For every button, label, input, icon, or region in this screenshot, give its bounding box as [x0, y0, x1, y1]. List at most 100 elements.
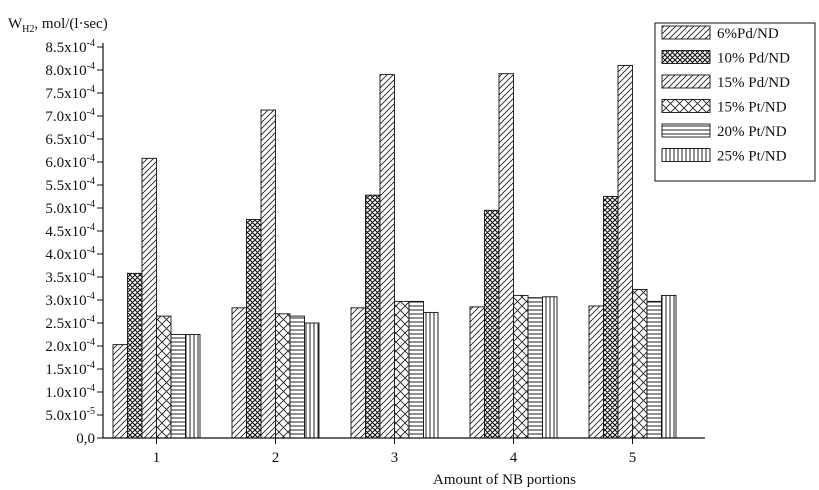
y-tick-label: 2.5x10-4	[45, 314, 95, 332]
y-tick-mantissa: 6.5x10	[45, 132, 86, 148]
x-tick-label: 3	[391, 450, 399, 466]
bar-1-series-2	[127, 272, 143, 439]
bar-5-series-2	[603, 196, 619, 439]
bar-3-series-1	[350, 307, 366, 439]
y-tick-exponent: -4	[87, 222, 95, 233]
y-tick-mantissa: 6.0x10	[45, 155, 86, 171]
y-tick-label: 0,0	[76, 431, 95, 447]
y-axis-title-subscript: H2	[22, 24, 34, 35]
y-tick-exponent: -4	[87, 291, 95, 302]
bars-group	[112, 64, 677, 439]
y-tick-exponent: -4	[87, 176, 95, 187]
bar-5-series-4	[632, 288, 648, 439]
y-tick-label: 3.5x10-4	[45, 268, 95, 286]
y-tick-label: 1.5x10-4	[45, 360, 95, 378]
legend-label: 25% Pt/ND	[717, 149, 787, 165]
bar-1-series-4	[156, 315, 172, 439]
y-tick-exponent: -4	[87, 383, 95, 394]
legend-items: 6%Pd/ND 10% Pd/ND 15% Pd/ND 15% Pt/ND 20% Pt…	[661, 25, 790, 165]
y-tick-exponent: -4	[87, 337, 95, 348]
y-tick-label: 8.5x10-4	[45, 38, 95, 56]
bar-3-series-4	[394, 300, 410, 439]
legend-swatch	[661, 74, 711, 89]
bar-4-series-4	[513, 294, 529, 439]
y-tick-label: 7.5x10-4	[45, 84, 95, 102]
legend-swatch	[661, 148, 711, 162]
x-axis-ticks: 1 2 3 4 5	[153, 438, 637, 466]
bar-5-series-5	[646, 300, 662, 439]
bar-2-series-4	[275, 313, 291, 439]
bar-2-series-6	[304, 322, 320, 439]
y-axis-title: WH2, mol/(l·sec)	[8, 16, 108, 35]
y-tick-mantissa: 1.0x10	[45, 385, 86, 401]
bar-4-series-2	[484, 209, 500, 439]
legend-swatch	[661, 25, 711, 40]
legend-label: 6%Pd/ND	[717, 26, 779, 42]
y-tick-exponent: -4	[87, 61, 95, 72]
y-tick-exponent: -4	[87, 153, 95, 164]
y-tick-label: 3.0x10-4	[45, 291, 95, 309]
y-tick-mantissa: 7.0x10	[45, 109, 86, 125]
y-axis-ticks: 0,05.0x10-51.0x10-41.5x10-42.0x10-42.5x1…	[45, 38, 103, 447]
bar-4-series-6	[542, 296, 558, 439]
bar-2-series-1	[231, 307, 247, 439]
y-tick-exponent: -4	[87, 314, 95, 325]
y-tick-label: 2.0x10-4	[45, 337, 95, 355]
legend-swatch	[661, 123, 711, 138]
y-tick-exponent: -4	[87, 38, 95, 49]
y-tick-exponent: -5	[87, 406, 95, 417]
y-tick-exponent: -4	[87, 107, 95, 118]
bar-1-series-6	[185, 334, 201, 439]
y-tick-mantissa: 8.0x10	[45, 63, 86, 79]
bar-2-series-3	[260, 109, 276, 439]
y-tick-label: 5.0x10-4	[45, 199, 95, 217]
y-tick-label: 7.0x10-4	[45, 107, 95, 125]
y-tick-mantissa: 2.0x10	[45, 339, 86, 355]
y-tick-exponent: -4	[87, 268, 95, 279]
bar-3-series-3	[379, 74, 395, 439]
x-tick-label: 4	[510, 450, 518, 466]
y-tick-exponent: -4	[87, 130, 95, 141]
bar-1-series-5	[170, 334, 186, 439]
y-tick-label: 4.5x10-4	[45, 222, 95, 240]
y-tick-label: 6.5x10-4	[45, 130, 95, 148]
bar-1-series-1	[112, 344, 128, 439]
y-tick-exponent: -4	[87, 199, 95, 210]
y-tick-exponent: -4	[87, 245, 95, 256]
bar-4-series-1	[469, 306, 485, 439]
bar-5-series-6	[661, 294, 677, 439]
y-tick-mantissa: 3.5x10	[45, 270, 86, 286]
bar-5-series-3	[617, 64, 633, 439]
y-tick-label: 4.0x10-4	[45, 245, 95, 263]
bar-3-series-5	[408, 300, 424, 439]
legend-swatch	[661, 50, 711, 64]
y-tick-mantissa: 5.5x10	[45, 178, 86, 194]
bar-4-series-5	[527, 297, 543, 439]
y-tick-mantissa: 2.5x10	[45, 316, 86, 332]
bar-3-series-6	[423, 311, 439, 439]
y-tick-mantissa: 7.5x10	[45, 86, 86, 102]
legend-label: 10% Pd/ND	[717, 51, 790, 67]
legend-label: 15% Pd/ND	[717, 75, 790, 91]
bar-4-series-3	[498, 73, 514, 439]
y-tick-mantissa: 5.0x10	[45, 201, 86, 217]
x-tick-label: 1	[153, 450, 161, 466]
y-tick-mantissa: 5.0x10	[45, 408, 86, 424]
bar-2-series-2	[246, 219, 262, 439]
y-tick-mantissa: 8.5x10	[45, 40, 86, 56]
legend: 6%Pd/ND 10% Pd/ND 15% Pd/ND 15% Pt/ND 20% Pt…	[654, 22, 816, 182]
legend-swatch	[661, 99, 711, 113]
x-tick-label: 2	[272, 450, 280, 466]
y-tick-mantissa: 4.0x10	[45, 247, 86, 263]
y-tick-exponent: -4	[87, 360, 95, 371]
y-tick-label: 1.0x10-4	[45, 383, 95, 401]
y-axis-title-main: W	[8, 16, 23, 32]
legend-label: 15% Pt/ND	[717, 100, 787, 116]
x-tick-label: 5	[629, 450, 637, 466]
y-tick-mantissa: 1.5x10	[45, 362, 86, 378]
y-tick-mantissa: 3.0x10	[45, 293, 86, 309]
y-tick-label: 8.0x10-4	[45, 61, 95, 79]
y-tick-label: 5.5x10-4	[45, 176, 95, 194]
y-tick-mantissa: 4.5x10	[45, 224, 86, 240]
